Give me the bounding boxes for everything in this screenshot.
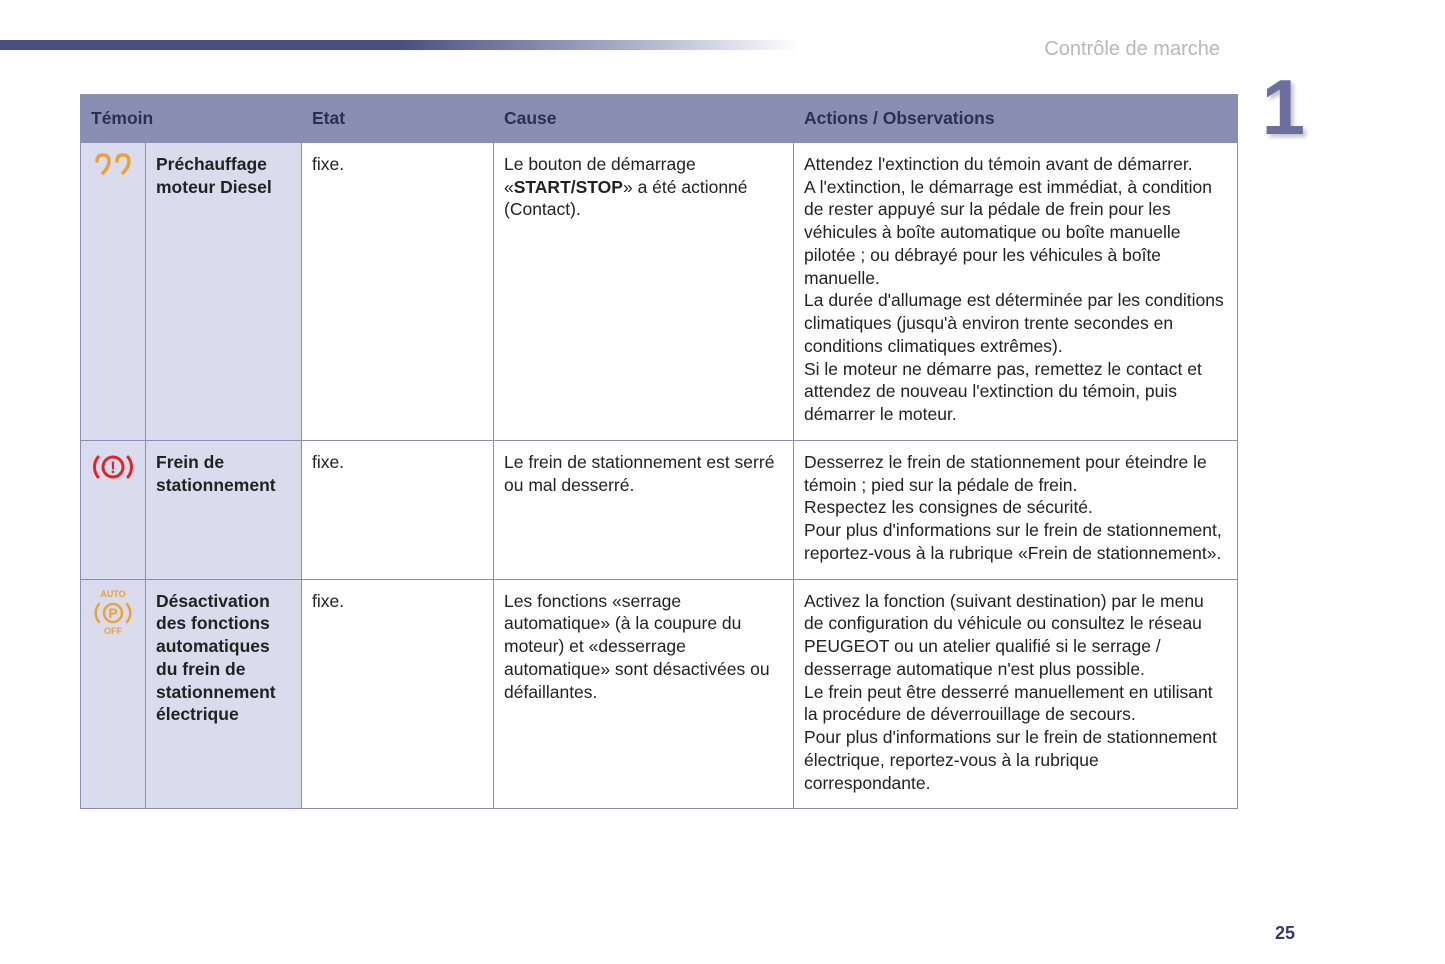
cause-cell: Le frein de stationnement est serré ou m…: [494, 440, 794, 579]
actions-cell: Activez la fonction (suivant destination…: [794, 579, 1238, 809]
state-cell: fixe.: [302, 440, 494, 579]
auto-label: AUTO: [91, 590, 135, 600]
icon-cell: [81, 142, 146, 440]
state-cell: fixe.: [302, 142, 494, 440]
col-header-actions: Actions / Observations: [794, 95, 1238, 143]
actions-cell: Desserrez le frein de stationnement pour…: [794, 440, 1238, 579]
svg-text:!: !: [110, 458, 116, 477]
header-gradient-bar: [0, 40, 800, 50]
table-row: Préchauffage moteur Diesel fixe. Le bout…: [81, 142, 1238, 440]
warning-lights-table: Témoin Etat Cause Actions / Observations…: [80, 94, 1238, 809]
cause-cell: Les fonctions «serrage automatique» (à l…: [494, 579, 794, 809]
table-header-row: Témoin Etat Cause Actions / Observations: [81, 95, 1238, 143]
col-header-etat: Etat: [302, 95, 494, 143]
state-cell: fixe.: [302, 579, 494, 809]
col-header-cause: Cause: [494, 95, 794, 143]
page-number: 25: [1275, 923, 1295, 944]
table-row: ! Frein de stationnement fixe. Le frein …: [81, 440, 1238, 579]
indicator-label: Préchauffage moteur Diesel: [146, 142, 302, 440]
col-header-temoin: Témoin: [81, 95, 302, 143]
indicator-label: Désactivation des fonctions automatiques…: [146, 579, 302, 809]
electric-parking-brake-icon: P: [91, 599, 135, 627]
table-row: AUTO P OFF Désactivation des fonctions a…: [81, 579, 1238, 809]
indicator-label: Frein de stationnement: [146, 440, 302, 579]
section-title: Contrôle de marche: [1044, 38, 1220, 61]
cause-text-bold: START/STOP: [514, 177, 623, 197]
parking-brake-icon: !: [91, 451, 135, 483]
chapter-number: 1: [1262, 68, 1305, 146]
svg-text:P: P: [108, 605, 117, 621]
off-label: OFF: [91, 627, 135, 637]
actions-cell: Attendez l'extinction du témoin avant de…: [794, 142, 1238, 440]
icon-cell: AUTO P OFF: [81, 579, 146, 809]
icon-cell: !: [81, 440, 146, 579]
cause-cell: Le bouton de démarrage «START/STOP» a ét…: [494, 142, 794, 440]
preheating-icon: [93, 153, 133, 181]
